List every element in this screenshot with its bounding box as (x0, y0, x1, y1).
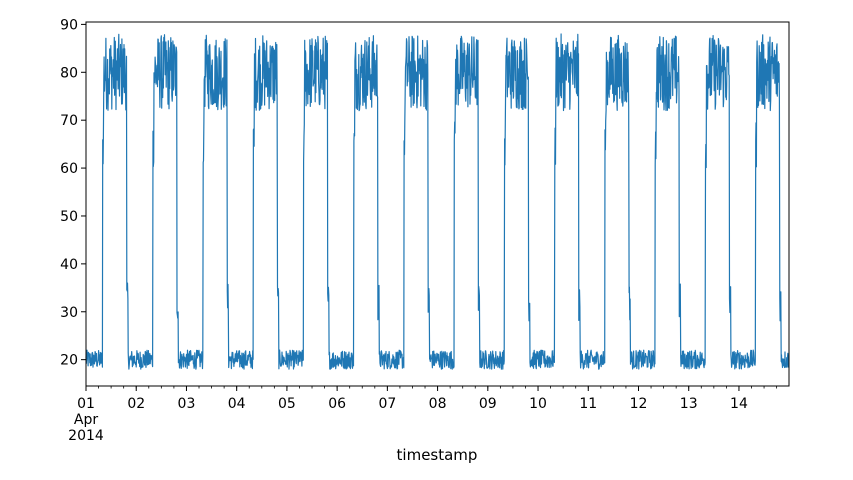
x-tick-label: 10 (529, 396, 547, 412)
x-tick-label: 03 (178, 396, 196, 412)
x-tick-label: 02 (127, 396, 145, 412)
plot-background (86, 22, 789, 386)
y-tick-label: 50 (60, 209, 78, 225)
x-axis-label: timestamp (397, 446, 478, 464)
y-tick-label: 70 (60, 113, 78, 129)
x-tick-label: 12 (630, 396, 648, 412)
x-tick-label: 01 (77, 396, 95, 412)
x-tick-month-label: Apr (74, 412, 98, 428)
y-tick-label: 40 (60, 257, 78, 273)
y-tick-label: 80 (60, 65, 78, 81)
x-tick-year-label: 2014 (68, 428, 104, 444)
y-tick-label: 90 (60, 17, 78, 33)
y-tick-label: 20 (60, 353, 78, 369)
x-tick-label: 09 (479, 396, 497, 412)
x-tick-label: 13 (680, 396, 698, 412)
x-tick-label: 04 (228, 396, 246, 412)
x-tick-label: 05 (278, 396, 296, 412)
series-line (85, 33, 790, 370)
x-tick-label: 06 (328, 396, 346, 412)
x-tick-label: 14 (730, 396, 748, 412)
x-tick-label: 07 (378, 396, 396, 412)
y-tick-label: 60 (60, 161, 78, 177)
x-tick-label: 08 (429, 396, 447, 412)
y-tick-label: 30 (60, 305, 78, 321)
x-tick-label: 11 (579, 396, 597, 412)
y-axis: 20 30 40 50 60 70 80 90 (60, 17, 86, 369)
plot-area (85, 21, 790, 387)
